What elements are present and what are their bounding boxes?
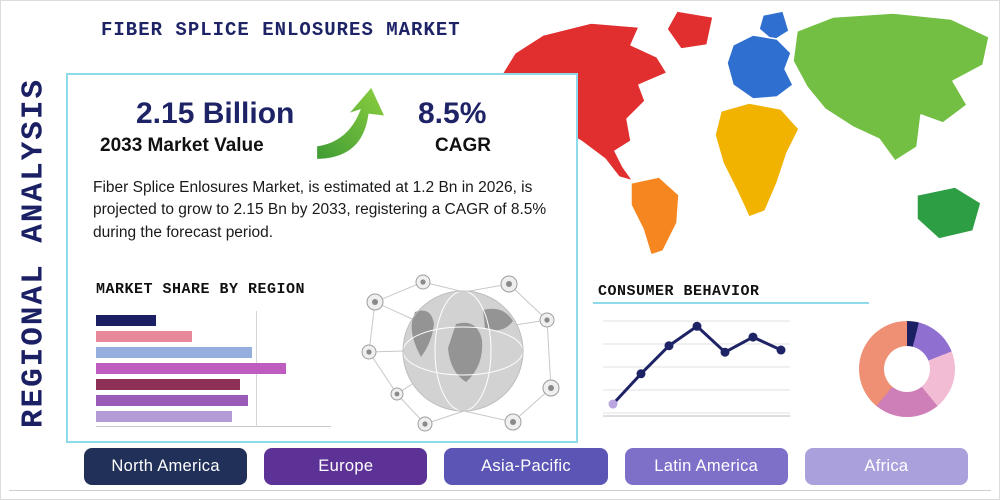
growth-arrow-icon [312,83,394,167]
continent-africa [714,102,800,218]
bar-segment [96,331,192,342]
market-share-heading: MARKET SHARE BY REGION [96,281,306,298]
bar-segment [96,347,252,358]
consumer-behavior-divider [593,302,869,304]
region-scandinavia [758,10,790,42]
bottom-divider [9,490,991,491]
bar-segment [96,379,240,390]
consumer-behavior-line-chart [599,309,794,427]
continent-south-america [630,176,680,256]
continent-australia [916,186,982,240]
bar-segment [96,315,156,326]
market-share-bar-chart [96,311,331,427]
globe-network-graphic [361,266,566,436]
cagr-value: 8.5% [418,97,487,130]
continent-europe [726,34,794,100]
region-button-latin-america[interactable]: Latin America [624,448,788,485]
page-title: FIBER SPLICE ENLOSURES MARKET [101,19,461,41]
bar-segment [96,395,248,406]
consumer-behavior-heading: CONSUMER BEHAVIOR [598,283,760,300]
market-description: Fiber Splice Enlosures Market, is estima… [93,179,547,241]
world-map [498,10,990,256]
bar-segment [96,411,232,422]
region-button-africa[interactable]: Africa [804,448,969,485]
region-button-north-america[interactable]: North America [84,448,248,485]
market-value: 2.15 Billion [136,97,295,130]
donut-hole [884,346,930,392]
market-value-caption: 2033 Market Value [100,135,264,156]
region-button-europe[interactable]: Europe [264,448,428,485]
region-button-asia-pacific[interactable]: Asia-Pacific [444,448,608,485]
cagr-caption: CAGR [435,135,491,156]
island-greenland [666,10,714,50]
bar-segment [96,363,286,374]
side-label: REGIONAL ANALYSIS [16,77,52,429]
region-button-row: North America Europe Asia-Pacific Latin … [84,448,969,485]
continent-asia [792,12,990,162]
donut-chart [859,321,955,417]
stats-panel: 2.15 Billion 2033 Market Value 8.5% CAGR… [66,73,578,443]
